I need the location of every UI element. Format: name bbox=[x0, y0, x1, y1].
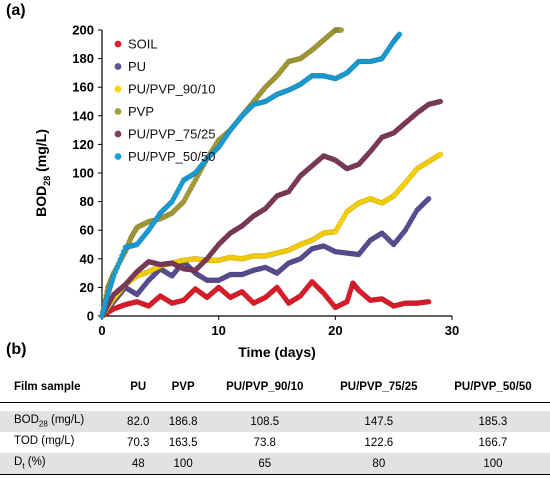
table-header-cell: PU/PVP_90/10 bbox=[207, 372, 322, 403]
y-tick-label: 140 bbox=[72, 108, 94, 123]
x-tick-labels: 0 10 20 30 bbox=[98, 323, 459, 338]
legend-label: PU/PVP_90/10 bbox=[128, 82, 215, 97]
table-header-cell: PVP bbox=[158, 372, 208, 403]
y-tick-label: 100 bbox=[72, 166, 94, 181]
legend-label: PVP bbox=[128, 104, 154, 119]
results-table: Film sample PU PVP PU/PVP_90/10 PU/PVP_7… bbox=[0, 372, 550, 475]
data-point bbox=[437, 98, 444, 105]
row-label-sub: t bbox=[22, 461, 25, 471]
legend-label: PU/PVP_75/25 bbox=[128, 127, 215, 142]
y-tick-label: 120 bbox=[72, 137, 94, 152]
panel-a-label: (a) bbox=[6, 2, 26, 19]
y-tick-label: 160 bbox=[72, 80, 94, 95]
series-soil bbox=[99, 278, 432, 319]
row-label-main: D bbox=[14, 456, 23, 469]
table-cell: 185.3 bbox=[435, 411, 550, 432]
table-header-cell: PU/PVP_75/25 bbox=[321, 372, 436, 403]
series-pu bbox=[99, 195, 432, 319]
row-label-main: BOD bbox=[14, 414, 39, 427]
table-row: Dt (%) 48 100 65 80 100 bbox=[0, 453, 550, 475]
y-tick-label: 20 bbox=[80, 280, 94, 295]
legend-marker bbox=[114, 85, 122, 93]
y-tick-label: 200 bbox=[72, 23, 94, 38]
legend-marker bbox=[114, 40, 122, 48]
table-cell: 70.3 bbox=[127, 436, 150, 449]
table-cell: 82.0 bbox=[117, 411, 159, 432]
y-tick-label: 180 bbox=[72, 51, 94, 66]
table-header-cell: PU bbox=[117, 372, 159, 403]
legend-marker bbox=[114, 63, 122, 70]
table-cell: 65 bbox=[207, 453, 322, 475]
table-header-cell: PU/PVP_50/50 bbox=[435, 372, 550, 403]
row-label-unit: (mg/L) bbox=[47, 414, 85, 427]
table-cell: 48 bbox=[117, 453, 159, 475]
y-tick-labels: 0 20 40 60 80 100 120 140 160 180 200 bbox=[72, 23, 94, 324]
legend: SOIL PU PU/PVP_90/10 PVP PU/PVP_75/25 PU/PVP_… bbox=[114, 37, 215, 164]
series-pu-pvp-50-50 bbox=[99, 31, 403, 319]
table-cell: 163.5 bbox=[168, 436, 198, 449]
row-label-unit: (%) bbox=[24, 456, 46, 469]
x-tick-label: 10 bbox=[211, 323, 225, 338]
table-cell: 122.6 bbox=[364, 436, 394, 449]
table-cell: 73.8 bbox=[253, 436, 276, 449]
x-tick-label: 0 bbox=[98, 323, 105, 338]
data-point bbox=[425, 298, 432, 305]
table-row: TOD (mg/L) 70.3 163.5 73.8 122.6 166.7 bbox=[0, 432, 550, 453]
row-label: BOD28 (mg/L) bbox=[0, 411, 118, 432]
row-label: Dt (%) bbox=[0, 453, 118, 475]
table-header-row: Film sample PU PVP PU/PVP_90/10 PU/PVP_7… bbox=[0, 372, 550, 403]
legend-label: SOIL bbox=[128, 37, 158, 52]
data-point bbox=[437, 151, 444, 158]
legend-marker bbox=[114, 108, 122, 115]
table-row: BOD28 (mg/L) 82.0 186.8 108.5 147.5 185.… bbox=[0, 411, 550, 432]
legend-marker bbox=[114, 130, 122, 138]
data-point bbox=[396, 31, 403, 38]
data-point bbox=[425, 195, 432, 202]
panel-b-label: (b) bbox=[6, 341, 27, 358]
y-axis-title-sub: 28 bbox=[42, 176, 52, 186]
data-point bbox=[338, 27, 344, 33]
legend-label: PU/PVP_50/50 bbox=[128, 149, 215, 164]
series-layer bbox=[99, 27, 444, 319]
series-pu-pvp-75-25 bbox=[99, 98, 444, 319]
table-cell: 166.7 bbox=[478, 436, 508, 449]
legend-label: PU bbox=[128, 59, 146, 74]
y-axis-title-unit: (mg/L) bbox=[33, 129, 49, 176]
legend-marker bbox=[114, 153, 122, 160]
table-cell: 108.5 bbox=[207, 411, 322, 432]
y-tick-label: 60 bbox=[80, 223, 94, 238]
row-label: TOD (mg/L) bbox=[0, 432, 118, 453]
row-label-main: TOD (mg/L) bbox=[14, 435, 75, 448]
table-cell: 80 bbox=[321, 453, 436, 475]
y-tick-label: 40 bbox=[80, 251, 94, 266]
table-header-cell: Film sample bbox=[0, 372, 118, 403]
table-cell: 186.8 bbox=[158, 411, 208, 432]
x-axis-title: Time (days) bbox=[238, 344, 316, 360]
bod-chart: 0 20 40 60 80 100 120 140 160 180 200 0 10 20 30 Time… bbox=[33, 23, 459, 361]
y-tick-label: 80 bbox=[80, 194, 94, 209]
row-label-sub: 28 bbox=[38, 419, 48, 429]
table-cell: 100 bbox=[435, 453, 550, 475]
x-tick-label: 20 bbox=[328, 323, 342, 338]
y-tick-label: 0 bbox=[87, 309, 94, 324]
x-tick-label: 30 bbox=[445, 323, 459, 338]
y-axis-title-main: BOD bbox=[33, 186, 49, 217]
table-cell: 147.5 bbox=[321, 411, 436, 432]
y-axis-title: BOD28 (mg/L) bbox=[33, 129, 52, 217]
table-cell: 100 bbox=[158, 453, 208, 475]
